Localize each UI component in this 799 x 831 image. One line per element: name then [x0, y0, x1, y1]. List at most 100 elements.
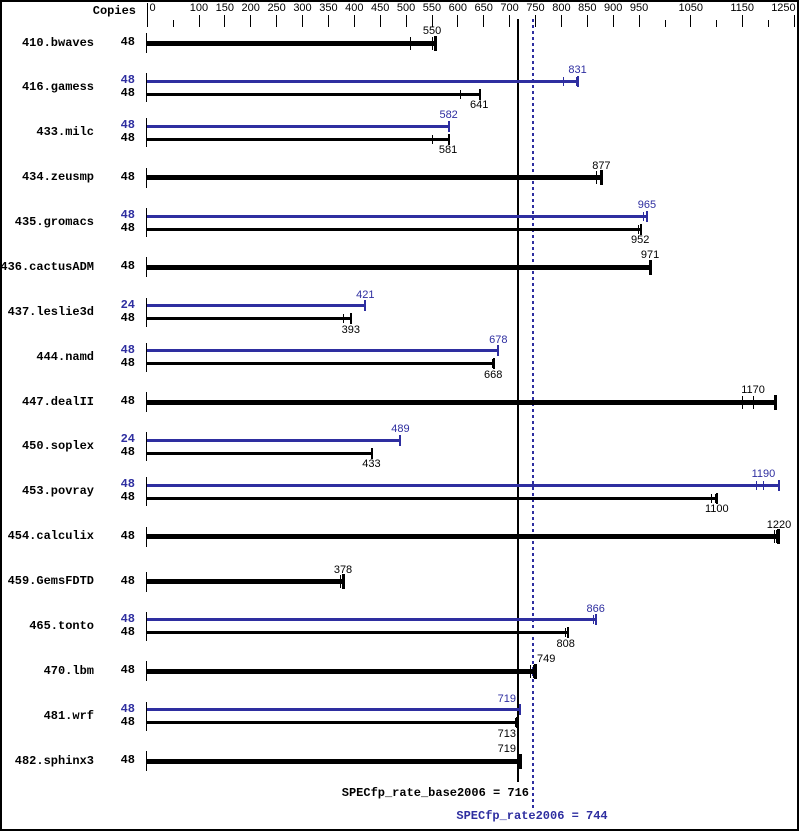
base-bar: [147, 317, 353, 321]
run-mark-tick: [742, 395, 744, 409]
axis-tick: [586, 15, 588, 27]
group-axis-stub: [146, 257, 148, 278]
run-mark-tick: [459, 89, 461, 99]
axis-tick: [742, 15, 744, 27]
peak-bar: [147, 124, 450, 128]
copies-value: 48: [120, 310, 135, 325]
peak-bar: [147, 304, 367, 308]
base-value-label: 877: [592, 159, 611, 172]
copies-value: 48: [120, 169, 135, 184]
base-value-label: 550: [422, 25, 442, 37]
copies-value: 48: [120, 118, 135, 133]
axis-minor-tick: [716, 20, 718, 27]
benchmark-label: 470.lbm: [43, 663, 94, 678]
benchmark-label: 416.gamess: [21, 80, 94, 95]
axis-tick-label: 550: [422, 2, 442, 14]
axis-minor-tick: [172, 20, 174, 27]
axis-tick: [379, 15, 381, 27]
base-value-label: 433: [362, 458, 381, 471]
axis-tick-label: 200: [241, 2, 260, 14]
benchmark-label: 435.gromacs: [14, 215, 94, 229]
copies-value: 24: [120, 432, 135, 447]
axis-tick-label: 100: [189, 2, 209, 14]
bar-end-cap: [497, 345, 500, 357]
axis-tick: [353, 15, 355, 27]
axis-tick-label: 700: [500, 2, 519, 14]
benchmark-label: 410.bwaves: [21, 35, 94, 50]
base-value-label: 719: [497, 743, 516, 755]
axis-tick: [224, 15, 226, 27]
bar-end-cap: [492, 358, 495, 370]
base-value-label: 378: [333, 563, 353, 576]
base-bar: [147, 399, 777, 405]
axis-tick: [250, 15, 252, 27]
copies-value: 48: [120, 753, 135, 767]
run-mark-tick: [518, 754, 520, 768]
peak-value-label: 866: [586, 602, 605, 615]
base-bar: [147, 668, 537, 674]
run-mark-tick: [595, 171, 597, 185]
peak-value-label: 719: [497, 692, 516, 705]
base-value-label: 1100: [705, 503, 729, 516]
group-axis-stub: [146, 342, 148, 372]
peak-bar: [147, 438, 402, 442]
benchmark-label: 433.milc: [36, 125, 94, 140]
run-mark-tick: [714, 493, 716, 503]
axis-tick-label: 1250: [771, 2, 796, 14]
group-axis-stub: [146, 526, 148, 547]
group-axis-stub: [146, 118, 148, 148]
axis-tick: [146, 3, 148, 27]
peak-bar: [147, 214, 648, 218]
base-bar: [147, 496, 718, 500]
axis-tick-label: 900: [603, 2, 623, 14]
peak-value-label: 421: [356, 288, 375, 301]
axis-tick-label: 250: [267, 2, 286, 14]
group-axis-stub: [146, 571, 148, 592]
bar-end-cap: [371, 447, 373, 459]
axis-tick: [483, 15, 485, 27]
axis-minor-tick: [664, 20, 666, 27]
peak-bar: [147, 618, 598, 622]
base-value-label: 971: [640, 249, 660, 262]
axis-tick-label: 850: [578, 2, 597, 14]
copies-axis: 0 100 150 200 250 300 350 400 450 500 550 600 650 700…: [0, 0, 799, 30]
group-axis-stub: [146, 661, 148, 682]
peak-value-label: 965: [637, 199, 657, 211]
copies-value: 48: [120, 355, 135, 370]
axis-tick: [328, 15, 330, 27]
run-mark-tick: [564, 628, 566, 638]
axis-tick-label: 500: [396, 2, 416, 14]
axis-tick-label: 1150: [730, 2, 754, 14]
copies-value: 48: [120, 477, 135, 492]
group-axis-stub: [146, 392, 148, 412]
copies-value: 48: [120, 86, 135, 101]
base-bar: [147, 451, 373, 455]
peak-bar: [147, 349, 500, 353]
run-mark-tick: [563, 76, 565, 86]
base-bar: [147, 631, 570, 635]
peak-value-label: 831: [568, 64, 587, 77]
peak-bar: [147, 79, 579, 83]
run-mark-tick: [773, 530, 775, 544]
bar-end-cap: [648, 259, 652, 275]
copies-value: 48: [120, 528, 135, 543]
peak-reference-line: [531, 19, 534, 809]
bar-end-cap: [350, 313, 353, 325]
benchmark-label: 450.soplex: [21, 439, 94, 454]
benchmark-label: 465.tonto: [29, 618, 94, 633]
axis-minor-tick: [768, 20, 770, 27]
base-bar: [147, 137, 450, 141]
group-axis-stub: [146, 33, 148, 53]
axis-tick: [405, 15, 407, 27]
axis-tick: [794, 15, 795, 27]
base-bar: [147, 175, 603, 181]
benchmark-label: 454.calculix: [7, 529, 94, 544]
axis-tick: [561, 15, 562, 27]
axis-tick: [509, 15, 511, 27]
run-mark-tick: [343, 314, 345, 324]
bar-end-cap: [533, 663, 537, 679]
benchmark-label: 459.GemsFDTD: [7, 574, 94, 588]
copies-value: 24: [120, 297, 135, 312]
